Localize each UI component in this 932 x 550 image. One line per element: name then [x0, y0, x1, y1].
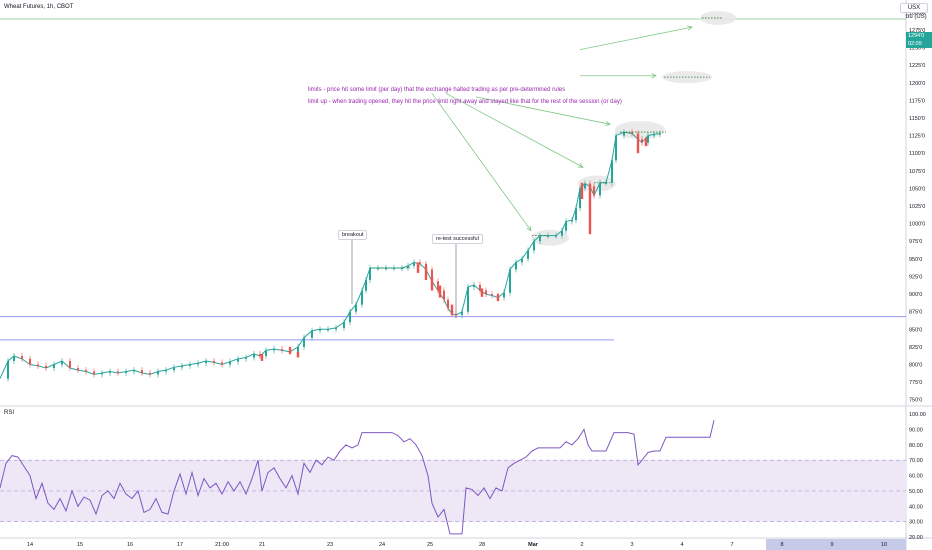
annotation-arrowhead: [526, 225, 532, 232]
red-candle: [438, 285, 442, 298]
price-tick-label: 1075'0: [909, 169, 925, 175]
price-tick-label: 1175'0: [909, 98, 925, 104]
price-tick-label: 750'0: [909, 398, 922, 404]
time-tick-label: 25: [427, 542, 433, 548]
time-tick-label: 10: [881, 542, 887, 548]
rsi-tick-label: 70.00: [909, 458, 923, 464]
unit-label: bu (US): [906, 14, 927, 20]
time-tick-label: 28: [479, 542, 485, 548]
red-candle: [424, 265, 428, 280]
callout-breakout: breakout: [338, 230, 368, 240]
price-tick-label: 825'0: [909, 345, 922, 351]
time-tick-label: Mar: [528, 542, 539, 548]
time-axis-highlight: [766, 539, 906, 550]
rsi-tick-label: 60.00: [909, 474, 923, 480]
price-tick-label: 975'0: [909, 239, 922, 245]
rsi-tick-label: 30.00: [909, 520, 923, 526]
time-tick-label: 4: [680, 542, 683, 548]
time-tick-label: 14: [27, 542, 33, 548]
red-candle: [496, 294, 500, 302]
annotation-arrow: [445, 92, 584, 168]
price-tick-label: 1300'0: [909, 10, 925, 16]
price-tick-label: 800'0: [909, 363, 922, 369]
price-tick-label: 1000'0: [909, 222, 925, 228]
time-tick-label: 8: [780, 542, 783, 548]
annotation-limit-up: limit up - when trading opened, they hit…: [308, 99, 622, 105]
limit-highlight-ellipse: [531, 229, 569, 246]
time-tick-label: 7: [730, 542, 733, 548]
price-tick-label: 1225'0: [909, 63, 925, 69]
rsi-tick-label: 20.00: [909, 535, 923, 541]
annotation-arrowhead: [687, 25, 693, 31]
annotation-arrow: [475, 96, 611, 125]
price-tick-label: 775'0: [909, 380, 922, 386]
red-candle: [296, 351, 300, 358]
red-candle: [480, 288, 484, 297]
red-candle: [588, 184, 592, 235]
red-candle: [430, 276, 434, 291]
price-series-line: [0, 131, 661, 379]
red-candle: [580, 182, 584, 199]
price-tick-label: 1100'0: [909, 151, 925, 157]
rsi-tick-label: 100.00: [909, 412, 926, 418]
rsi-tick-label: 40.00: [909, 504, 923, 510]
price-tick-label: 850'0: [909, 327, 922, 333]
annotation-limits: limits - price hit some limit (per day) …: [308, 87, 566, 93]
red-candle: [260, 353, 264, 361]
time-tick-label: 21: [259, 542, 265, 548]
annotation-arrowhead: [605, 120, 611, 126]
time-tick-label: 17: [177, 542, 183, 548]
limit-highlight-ellipse: [662, 71, 712, 84]
price-tick-label: 1275'0: [909, 28, 925, 34]
price-tick-label: 950'0: [909, 257, 922, 263]
last-price-tag: 1294'0: [906, 32, 932, 40]
rsi-line: [0, 420, 715, 535]
time-tick-label: 15: [77, 542, 83, 548]
price-tick-label: 925'0: [909, 274, 922, 280]
rsi-tick-label: 80.00: [909, 443, 923, 449]
annotation-arrow: [431, 93, 532, 231]
price-tick-label: 1150'0: [909, 116, 925, 122]
price-tick-label: 1050'0: [909, 186, 925, 192]
red-candle: [288, 346, 292, 354]
time-tick-label: 2: [580, 542, 583, 548]
price-tick-label: 1200'0: [909, 81, 925, 87]
red-candle: [450, 304, 454, 316]
rsi-tick-label: 50.00: [909, 489, 923, 495]
price-tick-label: 1250'0: [909, 46, 925, 52]
time-tick-label: 3: [630, 542, 633, 548]
countdown-tag: 02:09: [906, 40, 932, 48]
annotation-arrowhead: [651, 73, 657, 79]
limit-highlight-ellipse: [615, 120, 665, 139]
price-tick-label: 1125'0: [909, 134, 925, 140]
time-tick-label: 23: [327, 542, 333, 548]
rsi-pane-label: RSI: [4, 410, 15, 416]
currency-button[interactable]: USX: [900, 3, 928, 13]
price-tick-label: 875'0: [909, 310, 922, 316]
time-tick-label: 21:00: [215, 542, 229, 548]
time-tick-label: 16: [127, 542, 133, 548]
annotation-arrow: [579, 26, 693, 51]
price-tick-label: 900'0: [909, 292, 922, 298]
annotation-arrowhead: [577, 162, 584, 168]
rsi-tick-label: 90.00: [909, 428, 923, 434]
red-candle: [636, 133, 640, 154]
red-candle: [644, 137, 648, 147]
callout-retest: re-test successful: [432, 234, 483, 244]
red-candle: [416, 262, 420, 273]
time-tick-label: 24: [379, 542, 385, 548]
time-tick-label: 9: [830, 542, 833, 548]
chart-title: Wheat Futures, 1h, CBOT: [4, 4, 74, 10]
price-tick-label: 1025'0: [909, 204, 925, 210]
